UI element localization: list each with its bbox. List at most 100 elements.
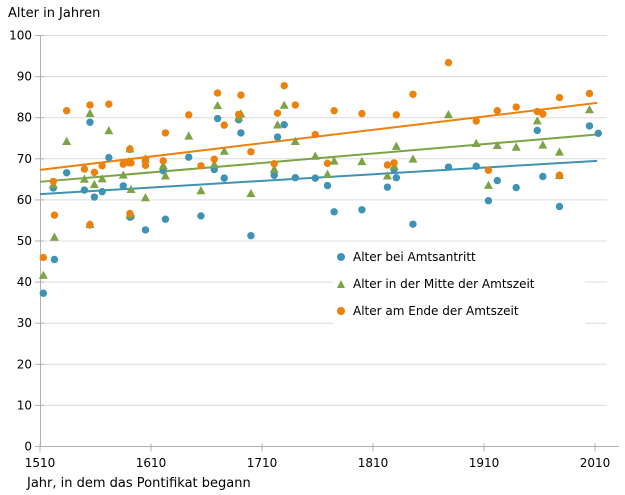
- data-point-triangle: [492, 140, 502, 150]
- data-point-circle: [247, 148, 255, 156]
- data-point-circle: [39, 253, 48, 262]
- trend-line: [39, 101, 598, 171]
- data-point-circle: [484, 197, 493, 205]
- data-point-circle: [213, 114, 222, 123]
- data-point-triangle: [126, 184, 136, 194]
- data-point-circle: [127, 159, 135, 167]
- data-point-circle: [197, 162, 205, 170]
- data-point-triangle: [382, 171, 392, 180]
- data-point-circle: [50, 255, 59, 264]
- data-point-circle: [330, 107, 338, 115]
- data-point-triangle: [322, 169, 332, 178]
- legend-item-ende-der-amtszeit: Alter am Ende der Amtszeit: [333, 297, 585, 324]
- data-point-circle: [185, 111, 193, 119]
- data-point-circle: [161, 215, 170, 223]
- data-point-triangle: [246, 188, 256, 198]
- data-point-circle: [273, 133, 282, 141]
- data-point-circle: [105, 100, 113, 108]
- data-point-circle: [86, 118, 94, 126]
- y-tick-label: 0: [24, 440, 32, 454]
- data-point-circle: [126, 145, 134, 153]
- data-point-circle: [197, 212, 205, 220]
- data-point-triangle: [290, 136, 300, 145]
- data-point-triangle: [104, 126, 114, 135]
- x-tick-label: 1810: [358, 456, 389, 470]
- data-point-circle: [213, 89, 222, 97]
- data-point-circle: [585, 89, 594, 98]
- data-point-circle: [90, 193, 99, 201]
- data-point-triangle: [511, 142, 521, 151]
- data-point-circle: [280, 120, 288, 129]
- legend-item-mitte-der-amtszeit: Alter in der Mitte der Amtszeit: [333, 270, 585, 297]
- data-point-circle: [472, 162, 480, 170]
- data-point-triangle: [38, 270, 48, 279]
- data-point-circle: [533, 126, 541, 135]
- y-tick-label: 80: [17, 111, 32, 125]
- data-point-circle: [383, 183, 392, 191]
- y-tick-label: 60: [17, 193, 32, 207]
- data-point-circle: [358, 109, 366, 118]
- data-point-circle: [50, 211, 59, 219]
- data-point-triangle: [158, 160, 168, 170]
- data-point-circle: [512, 103, 520, 111]
- data-point-triangle: [532, 116, 542, 125]
- data-point-circle: [539, 110, 547, 118]
- data-point-circle: [585, 122, 594, 130]
- data-point-circle: [98, 187, 106, 196]
- x-tick-label: 1610: [136, 456, 167, 470]
- data-point-triangle: [471, 138, 481, 147]
- data-point-circle: [270, 160, 278, 168]
- data-point-triangle: [62, 136, 72, 145]
- data-point-triangle: [196, 186, 206, 195]
- x-tick-label: 1510: [25, 456, 56, 470]
- data-point-triangle: [310, 151, 320, 160]
- data-point-triangle: [443, 110, 453, 119]
- y-tick-label: 40: [17, 275, 32, 289]
- data-point-circle: [141, 155, 150, 163]
- legend-label: Alter am Ende der Amtszeit: [353, 303, 519, 318]
- data-point-circle: [555, 202, 564, 211]
- data-point-circle: [390, 159, 398, 167]
- data-point-circle: [220, 121, 228, 129]
- data-point-circle: [105, 153, 113, 162]
- data-point-triangle: [85, 108, 95, 117]
- data-point-triangle: [140, 193, 150, 202]
- data-point-circle: [237, 91, 245, 99]
- data-point-circle: [291, 174, 299, 182]
- legend: Alter bei Amtsantritt Alter in der Mitte…: [333, 243, 585, 324]
- data-point-circle: [392, 174, 401, 182]
- data-point-circle: [383, 161, 392, 169]
- data-point-circle: [49, 177, 58, 186]
- data-point-circle: [39, 289, 48, 297]
- data-point-circle: [119, 182, 127, 190]
- y-tick-label: 100: [9, 29, 32, 43]
- legend-triangle-green-icon: [335, 279, 347, 288]
- data-point-circle: [444, 58, 453, 67]
- data-point-circle: [185, 153, 193, 161]
- data-point-circle: [358, 206, 366, 214]
- x-tick-label: 2010: [580, 456, 611, 470]
- data-point-triangle: [408, 154, 418, 163]
- data-point-circle: [280, 81, 288, 90]
- data-point-circle: [323, 181, 332, 190]
- x-axis-label: Jahr, in dem das Pontifikat begann: [27, 476, 251, 491]
- y-tick-label: 50: [17, 234, 32, 248]
- data-point-circle: [493, 107, 502, 115]
- data-point-circle: [210, 155, 218, 163]
- y-tick-label: 70: [17, 152, 32, 166]
- data-point-circle: [444, 163, 453, 171]
- data-point-triangle: [279, 100, 289, 109]
- data-point-triangle: [554, 147, 564, 156]
- data-point-circle: [141, 226, 150, 234]
- legend-circle-blue-icon: [335, 252, 347, 261]
- data-point-circle: [555, 171, 564, 179]
- data-point-triangle: [49, 232, 59, 241]
- data-point-circle: [62, 169, 71, 177]
- data-point-circle: [159, 157, 167, 165]
- data-point-circle: [270, 171, 278, 179]
- data-point-circle: [291, 101, 299, 109]
- data-point-circle: [247, 231, 255, 240]
- data-point-circle: [409, 220, 417, 228]
- data-point-triangle: [160, 171, 170, 180]
